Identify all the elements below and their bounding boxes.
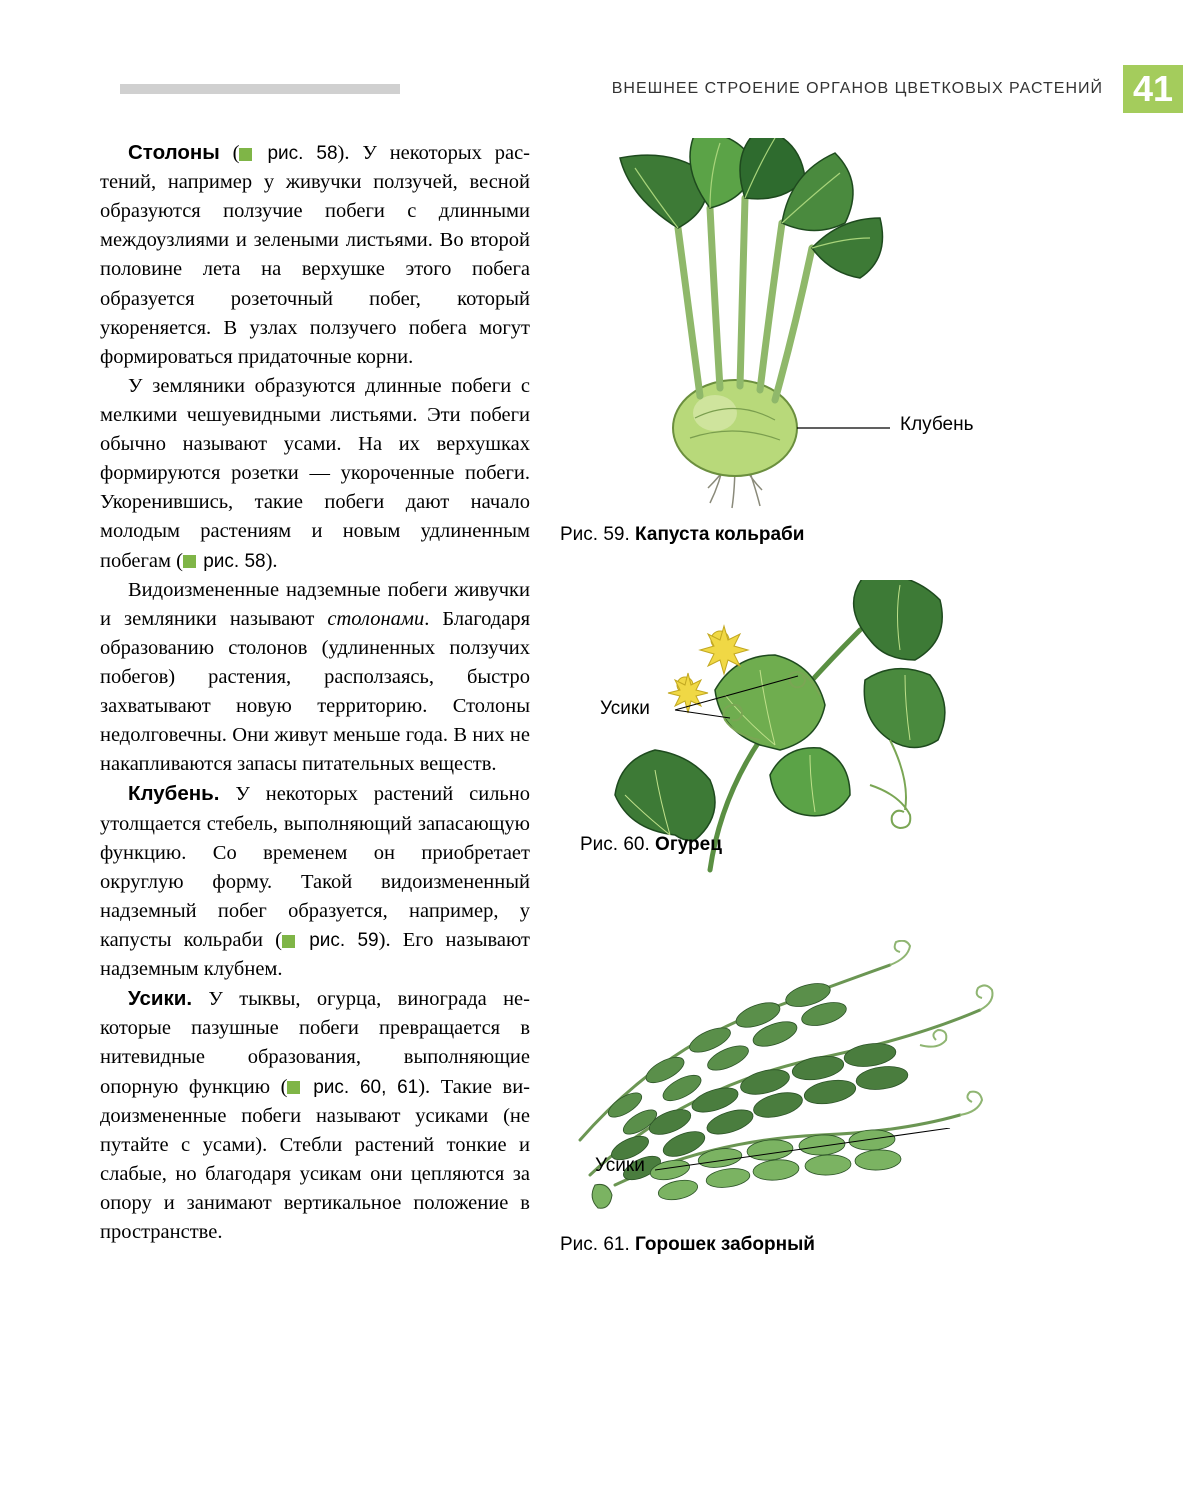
fig-ref-59: рис. 59 [297, 930, 379, 951]
fig-ref-60-61: рис. 60, 61 [302, 1077, 418, 1098]
caption-59-prefix: Рис. 59. [560, 524, 635, 545]
page-header: ВНЕШНЕЕ СТРОЕНИЕ ОРГАНОВ ЦВЕТКОВЫХ РАСТЕ… [100, 80, 1103, 98]
ref-marker-icon [239, 148, 252, 161]
fig-ref-58a: рис. 58 [254, 143, 337, 164]
figure-61: Усики Рис. 61. Горошек заборный [560, 940, 1103, 1280]
p2-text: У земляники образуются длинные по­беги с… [100, 375, 530, 572]
running-title: ВНЕШНЕЕ СТРОЕНИЕ ОРГАНОВ ЦВЕТКОВЫХ РАСТЕ… [612, 80, 1103, 98]
caption-61-prefix: Рис. 61. [560, 1234, 635, 1255]
figure-59: Клубень Рис. 59. Капуста кольраби [560, 138, 1103, 558]
p1-text: . У некоторых рас­тений, например у живу… [100, 142, 530, 368]
p5b-text: ). Такие ви­доизмененные побеги называют… [100, 1076, 530, 1244]
callout-line-61 [655, 1128, 955, 1188]
ref-marker-icon [282, 935, 295, 948]
ref-marker-icon [183, 555, 196, 568]
body-text-column: Столоны ( рис. 58). У некоторых рас­тени… [100, 138, 530, 1292]
p4a-text: У некоторых растений сильно утолщается с… [100, 783, 530, 951]
paragraph-tendrils: Усики. У тыквы, огурца, винограда не­кот… [100, 984, 530, 1247]
caption-61-bold: Горошек заборный [635, 1234, 815, 1255]
ref-marker-icon [287, 1081, 300, 1094]
caption-60: Рис. 60. Огурец [580, 834, 722, 856]
caption-61: Рис. 61. Горошек заборный [560, 1234, 1103, 1256]
page-number-badge: 41 [1123, 65, 1183, 113]
caption-59-bold: Капуста кольраби [635, 524, 804, 545]
term-tendrils: Усики. [128, 987, 192, 1010]
caption-60-bold: Огурец [655, 834, 722, 855]
content-area: Столоны ( рис. 58). У некоторых рас­тени… [100, 138, 1103, 1292]
p3b-text: . Благодаря образованию столонов (уд­лин… [100, 608, 530, 776]
label-tendril-60: Усики [600, 698, 650, 720]
term-stolons: Столоны [128, 141, 220, 164]
figure-60: Усики Рис. 60. Огурец [560, 580, 1103, 920]
paragraph-strawberry: У земляники образуются длинные по­беги с… [100, 372, 530, 576]
paragraph-stolons: Столоны ( рис. 58). У некоторых рас­тени… [100, 138, 530, 372]
p2-end: ). [266, 550, 278, 572]
kohlrabi-illustration [560, 138, 1000, 518]
caption-60-prefix: Рис. 60. [580, 834, 655, 855]
header-bar [120, 84, 400, 94]
label-tendril-61: Усики [595, 1155, 645, 1177]
caption-59: Рис. 59. Капуста кольраби [560, 524, 1103, 546]
term-stolonami: столона­ми [327, 608, 424, 630]
label-tuber: Клубень [900, 414, 974, 436]
term-tuber: Клубень. [128, 782, 219, 805]
figure-column: Клубень Рис. 59. Капуста кольраби [560, 138, 1103, 1292]
paragraph-stolons-def: Видоизмененные надземные побеги живучки … [100, 576, 530, 780]
paragraph-tuber: Клубень. У некоторых растений сильно уто… [100, 779, 530, 984]
fig-ref-58b: рис. 58 [198, 551, 266, 572]
